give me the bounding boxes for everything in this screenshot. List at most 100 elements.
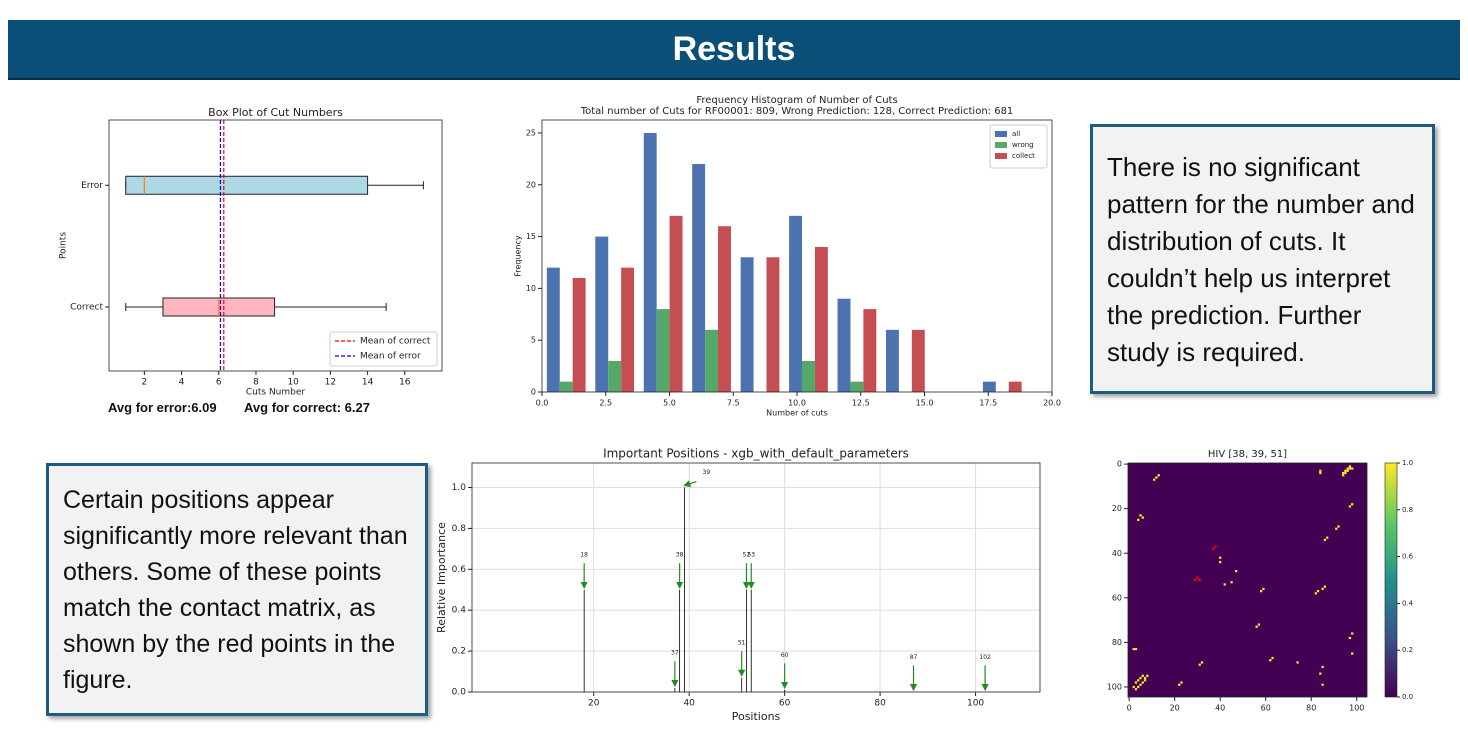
heatmap-cell (1337, 525, 1340, 528)
annotation-label: 52 (743, 552, 751, 559)
heatmap-cell (1180, 681, 1183, 684)
bar (789, 215, 803, 392)
plot-frame (108, 119, 443, 372)
heatmap-cell (1137, 685, 1140, 689)
bar (885, 329, 899, 392)
x-tick-label: 20.0 (1043, 399, 1061, 408)
highlight-cell (1196, 576, 1199, 579)
x-tick-label: 100 (1349, 704, 1364, 713)
heatmap-cell (1230, 581, 1233, 584)
y-tick-label: 0 (1117, 460, 1122, 469)
heatmap-cell (1296, 661, 1299, 664)
heatmap-cell (1351, 652, 1354, 655)
y-axis-label: Frequency (514, 235, 523, 277)
heatmap-cell (1344, 471, 1347, 475)
header-bar: Results (8, 20, 1460, 80)
bar (656, 309, 670, 392)
annotation-label: 87 (910, 654, 918, 661)
x-tick-label: 17.5 (979, 399, 997, 408)
chart-title: Important Positions - xgb_with_default_p… (603, 447, 909, 461)
colorbar-tick-label: 0.8 (1402, 506, 1413, 514)
annotation-label: 38 (676, 552, 684, 559)
x-axis-label: Number of cuts (766, 409, 828, 418)
x-tick-label: 0 (1127, 704, 1132, 713)
colorbar-tick-label: 0.4 (1402, 599, 1414, 607)
x-tick-label: 12 (325, 378, 336, 388)
legend-label: wrong (1012, 141, 1034, 149)
heatmap-cell (1346, 467, 1349, 470)
heatmap-cell (1323, 585, 1327, 588)
bar (718, 226, 731, 392)
chart-title: HIV [38, 39, 51] (1208, 449, 1287, 460)
highlight-cell (1214, 545, 1217, 548)
heatmap-cell (1139, 676, 1142, 680)
heatmap-cell (1219, 561, 1222, 564)
heatmap-cell (1141, 674, 1144, 677)
colorbar (1384, 462, 1398, 698)
heatmap-cell (1139, 514, 1142, 517)
heatmap-cell (1319, 672, 1322, 675)
x-tick-label: 40 (1215, 704, 1225, 713)
heatmap-cell (1132, 685, 1135, 689)
y-tick-label: 100 (1107, 682, 1122, 691)
heatmap-cell (1134, 688, 1138, 691)
x-tick-label: 14 (362, 378, 374, 388)
x-tick-label: 7.5 (727, 399, 740, 408)
heatmap-cell (1319, 469, 1322, 472)
annotation-label: 18 (580, 552, 588, 559)
bar (766, 257, 780, 392)
heatmap-cell (1262, 587, 1265, 591)
legend-label: Mean of correct (360, 337, 431, 347)
x-tick-label: 100 (967, 699, 984, 709)
y-tick-label: 10 (526, 284, 536, 293)
y-tick-label: Correct (70, 302, 103, 312)
y-tick-label: 5 (531, 336, 536, 345)
heatmap-cell (1348, 505, 1352, 508)
heatmap-cell (1223, 583, 1226, 586)
annotation-label: 51 (738, 640, 746, 647)
x-tick-label: 16 (399, 378, 411, 388)
caption: Avg for error:6.09 (108, 400, 217, 415)
y-tick-label: 0.0 (452, 688, 467, 698)
heatmap-cell (1178, 683, 1181, 686)
highlight-cell (1212, 547, 1215, 550)
bar (850, 381, 864, 392)
heatmap-cell (1321, 665, 1324, 669)
x-tick-label: 12.5 (852, 399, 870, 408)
bar (982, 381, 996, 392)
bar (572, 278, 586, 392)
heatmap-cell (1326, 536, 1329, 539)
box (125, 175, 369, 195)
legend-label: all (1012, 130, 1020, 138)
y-axis-label: Points (59, 232, 69, 259)
heatmap-cell (1348, 636, 1352, 640)
y-tick-label: 0.6 (452, 565, 467, 575)
y-tick-label: 1.0 (452, 483, 467, 493)
annotation-arrow (683, 480, 697, 488)
highlight-cell (1198, 578, 1201, 582)
y-tick-label: 80 (1112, 638, 1122, 647)
heatmap-cell (1316, 590, 1320, 593)
heatmap-cell (1257, 623, 1261, 626)
heatmap-cell (1344, 469, 1347, 472)
x-tick-label: 0.0 (536, 399, 549, 408)
plot-frame (541, 119, 1053, 393)
heatmap-cell (1134, 647, 1138, 651)
chart-title: Frequency Histogram of Number of Cuts (696, 95, 897, 106)
heatmap-cell (1351, 503, 1354, 506)
y-tick-label: 20 (526, 180, 536, 189)
heatmap-cell (1219, 556, 1222, 559)
heatmap-cell (1141, 681, 1144, 684)
x-tick-label: 2.5 (599, 399, 612, 408)
heatmap-cell (1157, 474, 1160, 477)
heatmap-cell (1351, 632, 1354, 635)
heatmap-cell (1137, 679, 1140, 682)
heatmap-cell (1319, 471, 1322, 475)
bar (643, 132, 657, 392)
bar (863, 309, 877, 392)
y-tick-label: 40 (1112, 549, 1122, 558)
annotation-label: 102 (979, 654, 991, 661)
bar (814, 246, 828, 392)
annotation-label: 53 (747, 552, 755, 559)
